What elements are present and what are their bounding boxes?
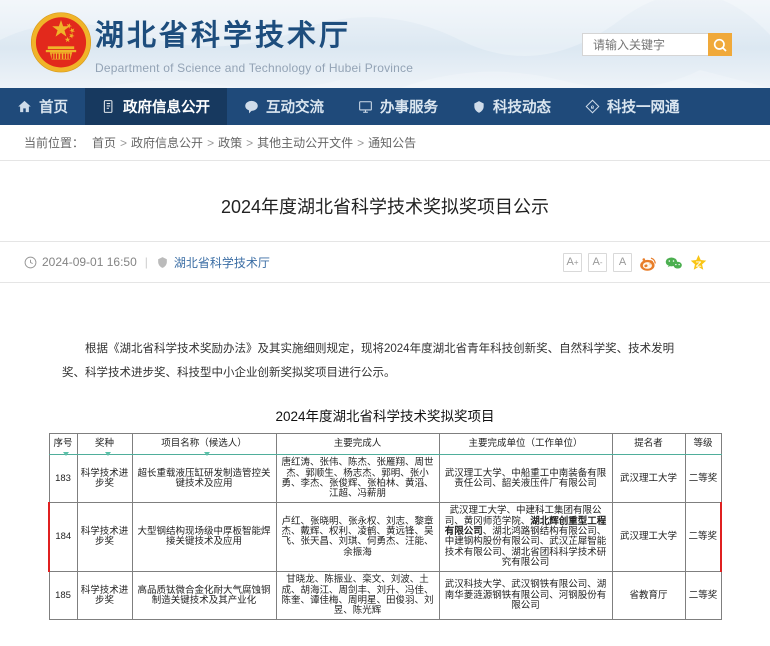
- svg-text:e: e: [591, 104, 595, 111]
